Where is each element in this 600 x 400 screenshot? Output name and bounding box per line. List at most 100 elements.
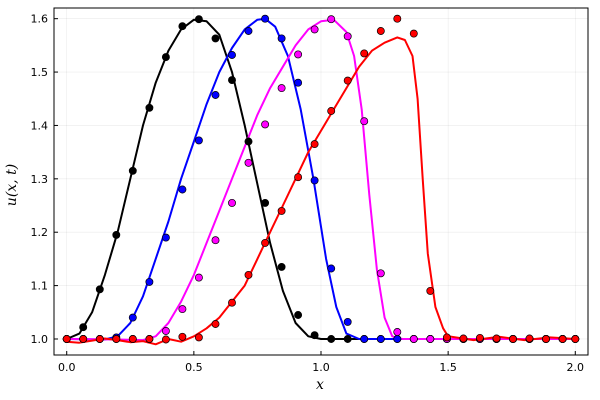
y-axis-ticks: 1.0 1.1 1.2 1.3 1.4 1.5 1.6 — [31, 13, 58, 346]
series-4-point — [211, 320, 220, 328]
x-axis-ticks: 0.0 0.5 1.0 1.5 2.0 — [58, 351, 584, 374]
series-2-point — [327, 264, 336, 273]
series-2-point — [145, 277, 154, 286]
series-4-point — [426, 286, 435, 295]
marker-layer — [62, 14, 580, 344]
series-2-point — [360, 335, 369, 343]
series-1-point — [277, 262, 286, 271]
series-3-point — [310, 25, 319, 34]
series-3-point — [194, 273, 203, 282]
x-tick-label: 2.0 — [567, 361, 585, 374]
series-4-point — [95, 335, 104, 343]
series-4-point — [393, 14, 402, 23]
series-3-point — [277, 84, 286, 93]
series-1-point — [343, 335, 352, 343]
series-1-point — [294, 311, 303, 319]
series-1-point — [194, 15, 203, 24]
series-4-point — [261, 238, 270, 247]
series-2-point — [194, 136, 203, 145]
series-2-point — [310, 176, 319, 185]
grid — [54, 8, 588, 355]
series-3-point — [426, 335, 435, 343]
series-3-point — [343, 32, 352, 41]
series-4-point — [244, 270, 253, 279]
series-2-point — [376, 335, 385, 343]
x-tick-label: 1.0 — [312, 361, 330, 374]
y-tick-label: 1.2 — [31, 226, 49, 239]
series-4-point — [571, 335, 580, 343]
series-2-point — [294, 78, 303, 87]
y-tick-label: 1.6 — [31, 13, 49, 26]
series-2-point — [178, 185, 187, 194]
series-4-point — [178, 332, 187, 341]
series-4-point — [360, 49, 369, 58]
series-2-point — [244, 27, 253, 35]
y-tick-label: 1.5 — [31, 66, 49, 79]
series-4-point — [128, 335, 137, 343]
series-4-point — [409, 29, 418, 38]
x-axis-label: x — [316, 377, 324, 393]
y-tick-label: 1.3 — [31, 173, 49, 186]
series-2-point — [393, 335, 402, 343]
series-2-point — [128, 313, 137, 322]
series-4-point — [442, 333, 451, 342]
x-tick-label: 0.5 — [185, 361, 203, 374]
series-4-point — [310, 140, 319, 149]
series-1-point — [327, 335, 336, 343]
series-4-point — [492, 334, 501, 343]
series-1-point — [79, 323, 88, 332]
series-3-point — [244, 158, 253, 167]
series-2-point — [211, 91, 220, 99]
series-3-point — [178, 305, 187, 314]
series-2-point — [161, 233, 170, 242]
series-4-point — [327, 107, 336, 115]
series-4-point — [294, 173, 303, 182]
series-3-point — [409, 335, 418, 343]
series-2-point — [228, 51, 236, 59]
series-1-point — [145, 103, 154, 112]
series-3-point — [360, 117, 369, 126]
series-4-point — [509, 335, 517, 343]
y-tick-label: 1.1 — [31, 280, 49, 293]
series-3-point — [376, 269, 385, 278]
series-4-point — [376, 27, 385, 35]
series-3-point — [161, 327, 170, 335]
series-4-point — [62, 335, 71, 343]
x-tick-label: 1.5 — [439, 361, 457, 374]
y-tick-label: 1.0 — [31, 333, 49, 346]
y-tick-label: 1.4 — [31, 119, 49, 132]
series-1-point — [211, 34, 220, 43]
series-4-point — [542, 335, 550, 343]
series-4-point — [112, 335, 121, 343]
series-4-point — [558, 335, 567, 343]
series-1-point — [112, 230, 121, 239]
series-2-point — [261, 14, 270, 23]
series-4-point — [475, 333, 484, 342]
series-1-point — [261, 198, 270, 207]
series-3-point — [261, 120, 270, 129]
series-1-point — [244, 137, 253, 146]
series-3-point — [211, 236, 220, 245]
series-4-point — [161, 335, 170, 344]
series-4-point — [145, 335, 154, 343]
series-3-point — [393, 328, 402, 336]
series-3-point — [327, 15, 336, 24]
series-line-3 — [65, 18, 577, 342]
series-4-point — [343, 76, 352, 85]
series-1-point — [310, 331, 319, 340]
series-3-point — [228, 198, 236, 207]
series-4-point — [525, 334, 534, 343]
series-4-point — [277, 206, 286, 215]
series-1-point — [228, 76, 236, 85]
series-2-point — [277, 34, 286, 43]
series-4-point — [459, 334, 468, 343]
series-3-point — [294, 50, 303, 59]
series-4-point — [79, 335, 88, 343]
series-2-point — [343, 317, 352, 326]
series-1-point — [161, 53, 170, 62]
x-tick-label: 0.0 — [58, 361, 76, 374]
y-axis-label: u(x, t) — [4, 164, 20, 206]
series-1-point — [178, 22, 187, 31]
series-1-point — [128, 166, 137, 175]
